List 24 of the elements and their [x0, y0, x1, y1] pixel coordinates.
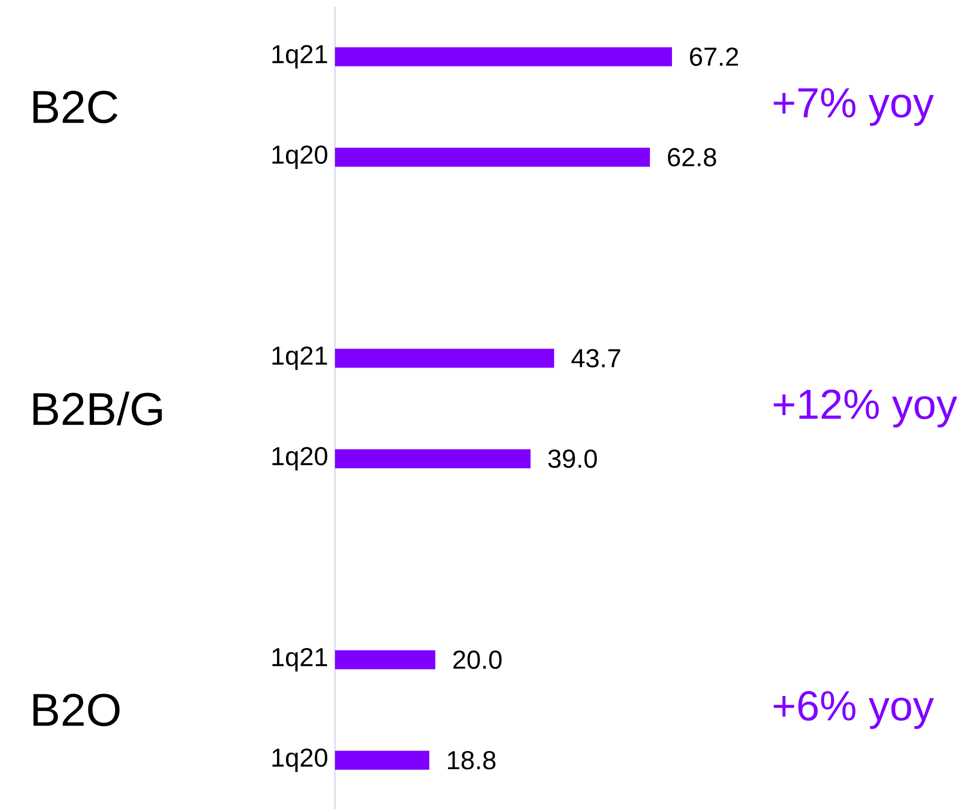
text: B2O [33, 694, 120, 726]
data-label: 43.7 [571, 349, 620, 368]
y-tick-label: 1q21 [272, 346, 328, 370]
text: +6% yoy [774, 690, 934, 729]
bar [335, 449, 531, 468]
bar [335, 348, 554, 368]
y-tick-label: 1q20 [272, 446, 328, 471]
data-label: 18.8 [448, 751, 496, 770]
y-tick-label: 1q20 [272, 748, 328, 772]
text: +12% yoy [774, 389, 958, 428]
bar [335, 148, 650, 167]
y-tick-label: 1q20 [272, 145, 328, 170]
y-tick-label: 1q21 [272, 44, 328, 69]
text: +7% yoy [774, 88, 934, 126]
y-tick-label: 1q21 [272, 648, 328, 672]
bar [335, 750, 430, 770]
data-label: 62.8 [668, 148, 716, 166]
data-label: 67.2 [690, 48, 738, 66]
bar [335, 650, 436, 670]
text: B2C [33, 90, 118, 124]
data-label: 39.0 [548, 450, 597, 468]
bar [335, 47, 672, 66]
data-label: 20.0 [453, 650, 502, 669]
text: B2B/G [33, 392, 162, 426]
